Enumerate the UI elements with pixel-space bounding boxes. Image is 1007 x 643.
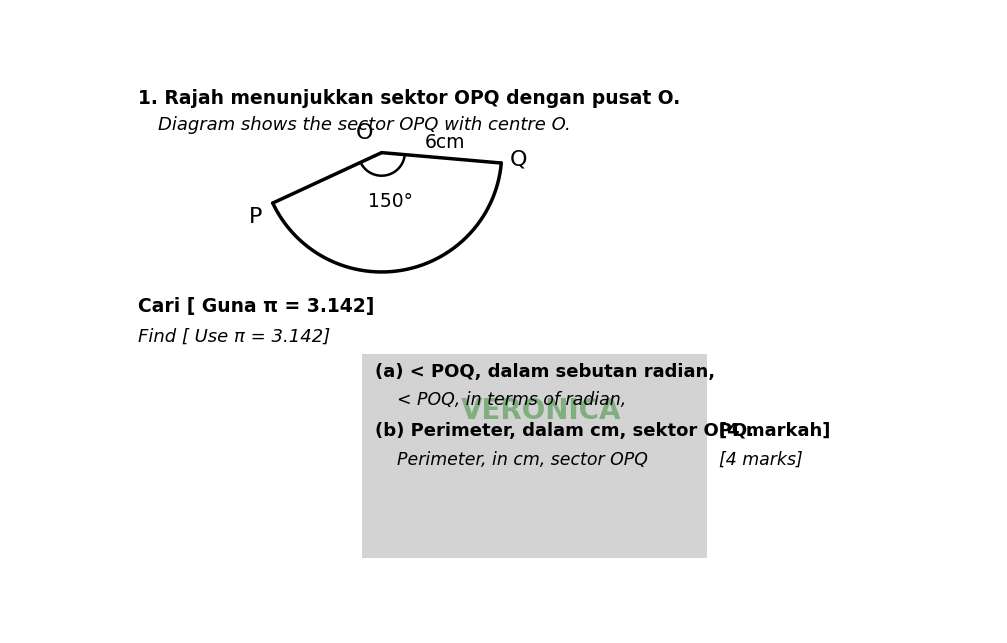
Text: VERONICA: VERONICA: [461, 397, 622, 426]
Text: 6cm: 6cm: [425, 133, 465, 152]
Text: Perimeter, in cm, sector OPQ: Perimeter, in cm, sector OPQ: [397, 451, 648, 469]
Text: Cari [ Guna π = 3.142]: Cari [ Guna π = 3.142]: [138, 296, 374, 316]
Text: P: P: [249, 207, 263, 227]
Text: (a) < POQ, dalam sebutan radian,: (a) < POQ, dalam sebutan radian,: [376, 363, 716, 381]
Text: < POQ, in terms of radian,: < POQ, in terms of radian,: [397, 392, 626, 410]
Text: 150°: 150°: [368, 192, 413, 212]
Text: Diagram shows the sector OPQ with centre O.: Diagram shows the sector OPQ with centre…: [158, 116, 571, 134]
Text: 1. Rajah menunjukkan sektor OPQ dengan pusat O.: 1. Rajah menunjukkan sektor OPQ dengan p…: [138, 89, 680, 108]
Text: O: O: [355, 123, 374, 143]
Text: [4 marks]: [4 marks]: [719, 451, 803, 469]
FancyBboxPatch shape: [363, 354, 707, 558]
Text: Find [ Use π = 3.142]: Find [ Use π = 3.142]: [138, 327, 329, 345]
Text: Q: Q: [510, 149, 527, 169]
Text: [4 markah]: [4 markah]: [719, 422, 830, 440]
Text: (b) Perimeter, dalam cm, sektor OPQ.: (b) Perimeter, dalam cm, sektor OPQ.: [376, 422, 754, 440]
